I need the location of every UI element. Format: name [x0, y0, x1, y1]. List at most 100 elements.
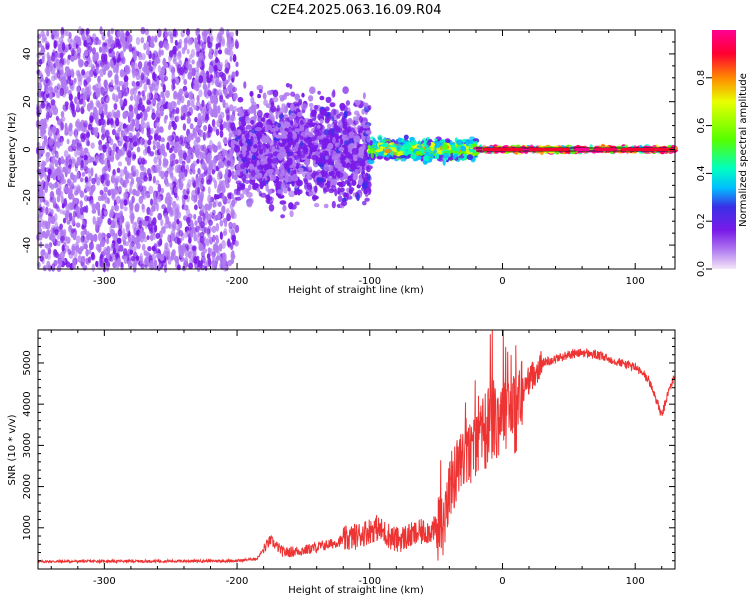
spectrogram-cell: [140, 157, 146, 165]
spectrogram-cell: [283, 106, 288, 114]
spectrogram-cell: [287, 187, 291, 192]
spectrogram-cell: [45, 206, 49, 216]
spectrogram-cell: [67, 248, 72, 255]
spectrogram-cell: [132, 153, 137, 160]
spectrogram-cell: [68, 93, 73, 102]
spectrogram-cell: [57, 46, 61, 53]
spectrogram-cell: [102, 203, 107, 210]
spectrogram-cell: [177, 64, 182, 72]
spectrogram-cell: [61, 203, 65, 209]
spectrogram-cell: [47, 128, 53, 138]
spectrogram-cell: [135, 202, 140, 210]
spectrogram-cell: [146, 92, 152, 100]
spectrogram-cell: [148, 65, 153, 72]
spectrogram-cell: [65, 209, 70, 217]
spectrogram-cell: [160, 127, 164, 133]
spectrogram-cell: [96, 177, 101, 186]
spectrogram-cell: [199, 196, 204, 203]
spectrogram-cell: [220, 257, 224, 265]
spectrogram-cell: [104, 210, 108, 217]
spectrogram-cell: [88, 241, 94, 251]
spectrogram-cell: [138, 97, 143, 106]
spectrogram-cell: [102, 91, 108, 99]
spectrogram-cell: [148, 185, 154, 195]
spectrogram-cell: [319, 108, 327, 115]
spectrogram-cell: [60, 26, 65, 36]
spectrogram-cell: [45, 156, 50, 163]
spectrogram-cell: [146, 127, 152, 135]
spectrogram-cell: [166, 142, 170, 151]
spectrogram-cell: [183, 90, 189, 96]
spectrogram-cell: [231, 40, 235, 48]
spectrogram-cell: [36, 102, 41, 109]
spectrogram-cell: [369, 147, 376, 151]
spectrogram-cell: [443, 152, 450, 159]
spectrogram-cell: [132, 134, 137, 143]
spectrogram-cell: [189, 231, 193, 238]
spectrogram-cell: [129, 113, 133, 122]
spectrogram-cell: [45, 44, 50, 50]
spectrogram-cell: [162, 103, 168, 110]
spectrogram-cells: [35, 25, 678, 273]
spectrogram-cell: [122, 248, 128, 256]
spectrogram-cell: [38, 229, 42, 236]
spectrogram-cell: [116, 57, 120, 63]
spectrogram-cell: [108, 135, 112, 143]
spectrogram-cell: [221, 72, 227, 82]
spectrogram-cell: [72, 109, 76, 118]
spectrogram-cell: [70, 193, 75, 200]
spectrogram-cell: [95, 201, 101, 211]
spectrogram-cell: [45, 83, 50, 92]
spectrogram-cell: [174, 39, 178, 46]
spectrogram-cell: [188, 262, 194, 270]
spectrogram-cell: [256, 172, 263, 179]
spectrogram-cell: [106, 237, 110, 245]
spectrogram-cell: [281, 168, 285, 176]
spectrogram-cell: [306, 174, 311, 179]
spectrogram-cell: [118, 90, 122, 99]
spectrogram-cell: [60, 111, 65, 118]
spectrogram-cell: [87, 234, 93, 240]
spectrogram-cell: [287, 132, 293, 140]
spectrogram-cell: [232, 212, 237, 220]
spectrogram-cell: [216, 35, 221, 43]
spectrogram-cell: [128, 172, 134, 180]
spectrogram-cell: [204, 203, 209, 211]
spectrogram-cell: [95, 63, 100, 70]
spectrogram-cell: [345, 100, 350, 106]
spectrogram-cell: [248, 106, 255, 114]
spectrogram-cell: [129, 95, 134, 101]
spectrogram-cell: [87, 167, 91, 174]
spectrogram-cell: [115, 38, 120, 45]
spectrogram-cell: [239, 193, 245, 200]
spectrogram-cell: [101, 133, 105, 141]
spectrogram-cell: [275, 183, 280, 191]
spectrogram-cell: [87, 140, 91, 147]
spectrogram-cell: [162, 84, 166, 93]
spectrogram-cell: [113, 94, 119, 103]
spectrogram-cell: [348, 189, 353, 195]
spectrogram-cell: [282, 204, 287, 212]
spectrogram-cell: [153, 259, 158, 267]
spectrogram-cell: [299, 123, 305, 130]
spectrogram-cell: [79, 73, 83, 82]
spectrogram-cell: [151, 205, 156, 212]
spectrogram-cell: [107, 30, 111, 38]
spectrogram-cell: [219, 27, 225, 36]
spectrogram-cell: [213, 179, 218, 189]
spectrogram-cell: [55, 188, 61, 196]
spectrogram-cell: [231, 193, 235, 200]
spectrogram-cell: [325, 96, 332, 104]
spectrogram-cell: [227, 37, 232, 46]
spectrogram-cell: [110, 177, 115, 183]
spectrogram-cell: [85, 129, 90, 139]
spectrogram-cell: [197, 118, 203, 127]
spectrogram-cell: [160, 137, 165, 143]
spectrogram-cell: [339, 187, 345, 193]
spectrogram-cell: [229, 56, 233, 62]
spectrogram-cell: [91, 251, 95, 260]
spectrogram-cell: [37, 42, 42, 48]
spectrogram-cell: [157, 28, 162, 38]
spectrogram-cell: [85, 248, 89, 257]
spectrogram-cell: [79, 177, 84, 183]
